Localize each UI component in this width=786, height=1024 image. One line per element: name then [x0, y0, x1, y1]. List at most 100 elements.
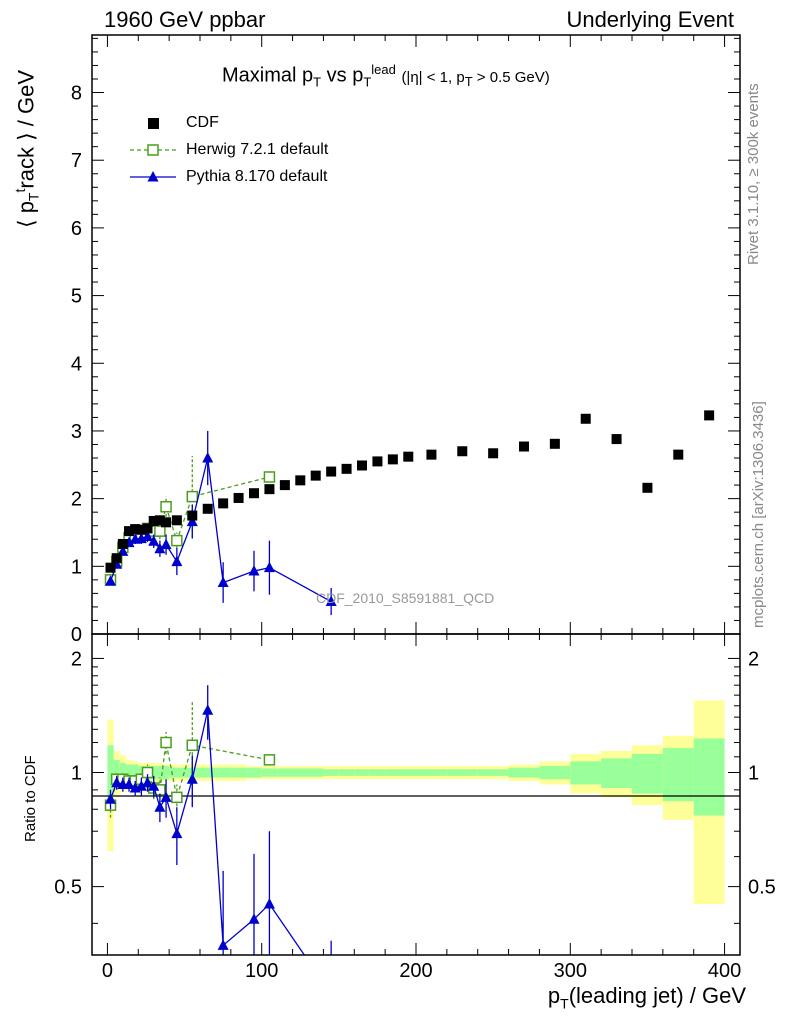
pythia-point: [186, 515, 198, 527]
main-plot-series: [104, 410, 715, 616]
x-axis-label: pT(leading jet) / GeV: [547, 983, 746, 1012]
ratio-y-tick-label: 1: [71, 763, 82, 785]
cdf-point: [218, 498, 229, 509]
pythia-point: [105, 575, 117, 586]
ratio-stat-band: [508, 767, 540, 778]
ratio-stat-band: [132, 764, 139, 781]
ratio-y-axis-label: Ratio to CDF: [22, 755, 39, 842]
ratio-stat-band: [323, 769, 339, 776]
x-tick-label: 0: [102, 960, 113, 982]
legend-label-cdf: CDF: [186, 114, 219, 131]
cdf-point: [704, 410, 715, 421]
pythia-ratio-point: [105, 793, 117, 804]
cdf-point: [326, 466, 337, 477]
legend-herwig-marker: [147, 144, 159, 156]
ratio-stat-band: [261, 768, 278, 777]
cdf-point: [233, 492, 244, 503]
cdf-point: [117, 538, 128, 549]
main-y-tick-label: 1: [71, 556, 82, 578]
main-y-tick-label: 2: [71, 489, 82, 511]
ratio-stat-band: [162, 766, 170, 780]
ratio-stat-band: [354, 769, 370, 776]
ratio-stat-band: [107, 745, 114, 806]
ratio-y-tick-label: 0.5: [54, 877, 82, 899]
pythia-point: [148, 535, 160, 546]
main-y-tick-label: 0: [71, 624, 82, 646]
pythia-ratio-point: [217, 939, 229, 950]
main-y-tick-label: 7: [71, 150, 82, 172]
ratio-stat-band: [156, 766, 163, 780]
ratio-y-tick-label: 2: [71, 648, 82, 670]
pythia-point: [217, 576, 229, 588]
cdf-point: [130, 524, 141, 535]
pythia-ratio-point: [202, 704, 214, 715]
x-tick-label: 300: [554, 960, 587, 982]
cdf-point: [105, 562, 116, 573]
herwig-point: [160, 501, 172, 513]
cdf-point: [549, 438, 560, 449]
cdf-point: [611, 434, 622, 445]
ratio-stat-band: [416, 769, 447, 776]
ratio-stat-band: [601, 758, 632, 789]
herwig-point: [171, 534, 183, 547]
cdf-point: [124, 526, 135, 537]
cdf-point: [161, 517, 172, 528]
legend-markers: [130, 118, 176, 182]
herwig-ratio-point: [171, 791, 183, 804]
main-y-tick-label: 8: [71, 83, 82, 105]
ratio-stat-band: [338, 769, 355, 776]
cdf-point: [249, 488, 259, 499]
pythia-ratio-point: [111, 776, 123, 788]
pythia-point: [248, 565, 260, 576]
x-tick-label: 100: [245, 960, 278, 982]
pythia-point: [325, 595, 337, 607]
ratio-stat-band: [113, 759, 120, 787]
header-left-label: 1960 GeV ppbar: [104, 7, 266, 32]
ratio-stat-band: [277, 768, 293, 777]
herwig-ratio-point: [186, 739, 199, 752]
pythia-point: [160, 538, 172, 550]
ratio-stat-band: [446, 769, 478, 776]
cdf-point: [187, 510, 198, 521]
legend-pythia-marker: [147, 171, 159, 182]
pythia-ratio-point: [148, 780, 160, 791]
pythia-ratio-point: [160, 791, 172, 802]
pythia-ratio-point: [135, 780, 147, 791]
main-y-tick-label: 3: [71, 421, 82, 443]
pythia-ratio-point: [123, 778, 135, 789]
legend-label-pythia: Pythia 8.170 default: [186, 168, 328, 185]
cdf-point: [519, 441, 529, 452]
ratio-stat-band: [693, 738, 725, 816]
pythia-ratio-point: [263, 897, 275, 909]
ratio-stat-band: [169, 767, 185, 778]
cdf-point: [154, 515, 165, 526]
ratio-stat-band: [369, 769, 386, 776]
pythia-ratio-point: [171, 827, 183, 839]
ratio-stat-band: [632, 753, 663, 794]
mcplots-label: mcplots.cern.ch [arXiv:1306.3436]: [750, 401, 767, 628]
herwig-ratio-point: [160, 736, 172, 749]
legend-label-herwig: Herwig 7.2.1 default: [186, 141, 329, 158]
x-tick-label: 400: [708, 960, 741, 982]
cdf-point: [387, 454, 398, 465]
cdf-point: [136, 524, 147, 535]
cdf-point: [341, 463, 352, 474]
ratio-uncertainty-bands: [107, 700, 725, 904]
cdf-point: [171, 515, 182, 526]
main-y-tick-label: 4: [71, 353, 82, 375]
pythia-point: [154, 542, 166, 554]
rivet-version-label: Rivet 3.1.10, ≥ 300k events: [745, 83, 762, 265]
ratio-stat-band: [292, 768, 308, 777]
ratio-stat-band: [230, 767, 247, 778]
cdf-point: [426, 449, 437, 460]
ratio-stat-band: [400, 769, 416, 776]
cdf-point: [372, 456, 383, 467]
pythia-ratio-line: [109, 710, 306, 955]
ratio-stat-band: [385, 769, 401, 776]
cdf-point: [403, 451, 414, 462]
ratio-stat-band: [200, 767, 216, 778]
header-right-label: Underlying Event: [566, 7, 734, 32]
cdf-point: [264, 484, 275, 495]
ratio-stat-band: [308, 768, 324, 777]
ratio-stat-band: [570, 761, 602, 785]
